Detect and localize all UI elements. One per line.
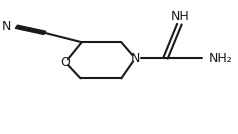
Text: NH: NH xyxy=(171,10,190,23)
Text: N: N xyxy=(130,52,140,65)
Text: NH₂: NH₂ xyxy=(208,52,232,65)
Text: O: O xyxy=(60,56,70,69)
Text: N: N xyxy=(1,20,11,33)
